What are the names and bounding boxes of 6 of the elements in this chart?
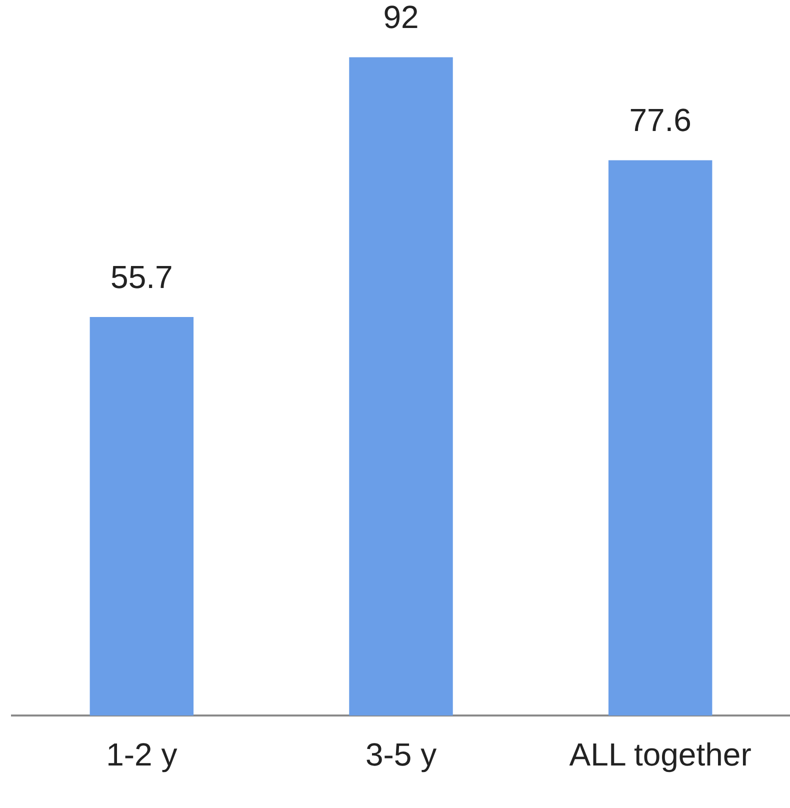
x-tick-label: 1-2 y: [106, 736, 178, 773]
data-label: 92: [383, 0, 419, 36]
data-label: 55.7: [110, 258, 173, 295]
x-tick-label: 3-5 y: [365, 736, 437, 773]
x-tick-label: ALL together: [569, 736, 752, 773]
data-label: 77.6: [629, 102, 692, 138]
